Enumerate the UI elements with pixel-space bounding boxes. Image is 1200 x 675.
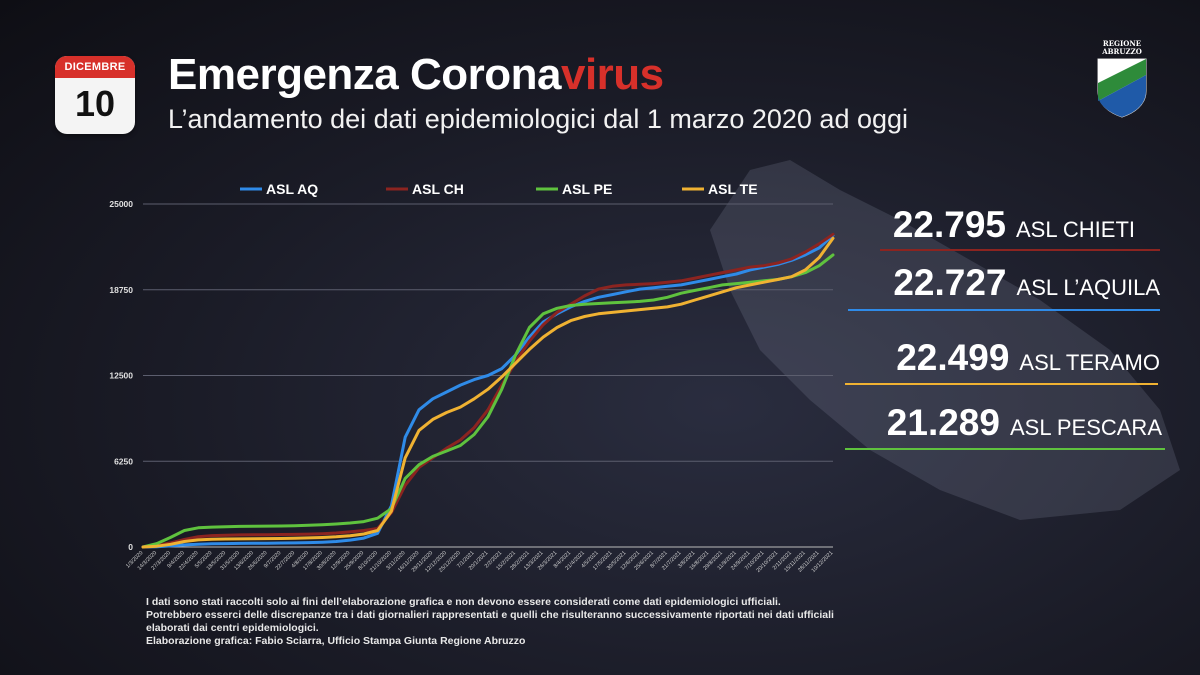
- note-line: Elaborazione grafica: Fabio Sciarra, Uff…: [146, 635, 526, 647]
- total-label: ASL PESCARA: [1009, 415, 1162, 440]
- legend-label: ASL AQ: [266, 181, 318, 197]
- series-line: [141, 253, 835, 549]
- series-line: [141, 233, 835, 549]
- disclaimer-notes: I dati sono stati raccolti solo ai fini …: [146, 596, 834, 648]
- total-label: ASL L’AQUILA: [1016, 275, 1160, 300]
- page-subtitle: L’andamento dei dati epidemiologici dal …: [168, 104, 909, 134]
- regione-abruzzo-logo: REGIONE ABRUZZO: [1088, 38, 1156, 122]
- total-underline: [845, 383, 1158, 385]
- y-tick-label: 6250: [114, 456, 133, 466]
- total-underline: [845, 448, 1165, 450]
- page-title: Emergenza Coronavirus: [168, 50, 664, 100]
- y-tick-label: 18750: [109, 285, 133, 295]
- note-line: elaborati dai centri epidemiologici.: [146, 622, 319, 634]
- total-item: 22.795 ASL CHIETI: [893, 204, 1135, 246]
- y-tick-label: 12500: [109, 371, 133, 381]
- total-label: ASL TERAMO: [1019, 350, 1160, 375]
- calendar-date-badge: DICEMBRE 10: [55, 56, 135, 134]
- note-line: Potrebbero esserci delle discrepanze tra…: [146, 609, 834, 621]
- legend-label: ASL PE: [562, 181, 612, 197]
- logo-text-line2: ABRUZZO: [1102, 47, 1142, 56]
- total-value: 22.795: [892, 204, 1006, 245]
- series-line: [141, 236, 835, 549]
- y-tick-label: 0: [128, 542, 133, 552]
- region-map-silhouette: [710, 160, 1180, 520]
- total-underline: [848, 309, 1160, 311]
- calendar-day: 10: [74, 83, 116, 124]
- total-item: 21.289 ASL PESCARA: [887, 402, 1162, 444]
- legend-label: ASL CH: [412, 181, 464, 197]
- title-accent: virus: [560, 50, 664, 99]
- series-line: [141, 232, 835, 549]
- logo-text-line1: REGIONE: [1102, 39, 1142, 48]
- calendar-month: DICEMBRE: [55, 56, 135, 78]
- note-line: I dati sono stati raccolti solo ai fini …: [146, 596, 781, 608]
- y-tick-label: 25000: [109, 199, 133, 209]
- total-item: 22.727 ASL L’AQUILA: [893, 262, 1160, 304]
- legend-label: ASL TE: [708, 181, 758, 197]
- total-label: ASL CHIETI: [1016, 217, 1135, 242]
- total-value: 22.727: [893, 262, 1007, 303]
- total-underline: [880, 249, 1160, 251]
- total-value: 21.289: [886, 402, 1000, 443]
- coat-of-arms-icon: [1097, 58, 1147, 118]
- total-item: 22.499 ASL TERAMO: [896, 337, 1160, 379]
- title-main: Emergenza Corona: [168, 50, 561, 99]
- total-value: 22.499: [896, 337, 1010, 378]
